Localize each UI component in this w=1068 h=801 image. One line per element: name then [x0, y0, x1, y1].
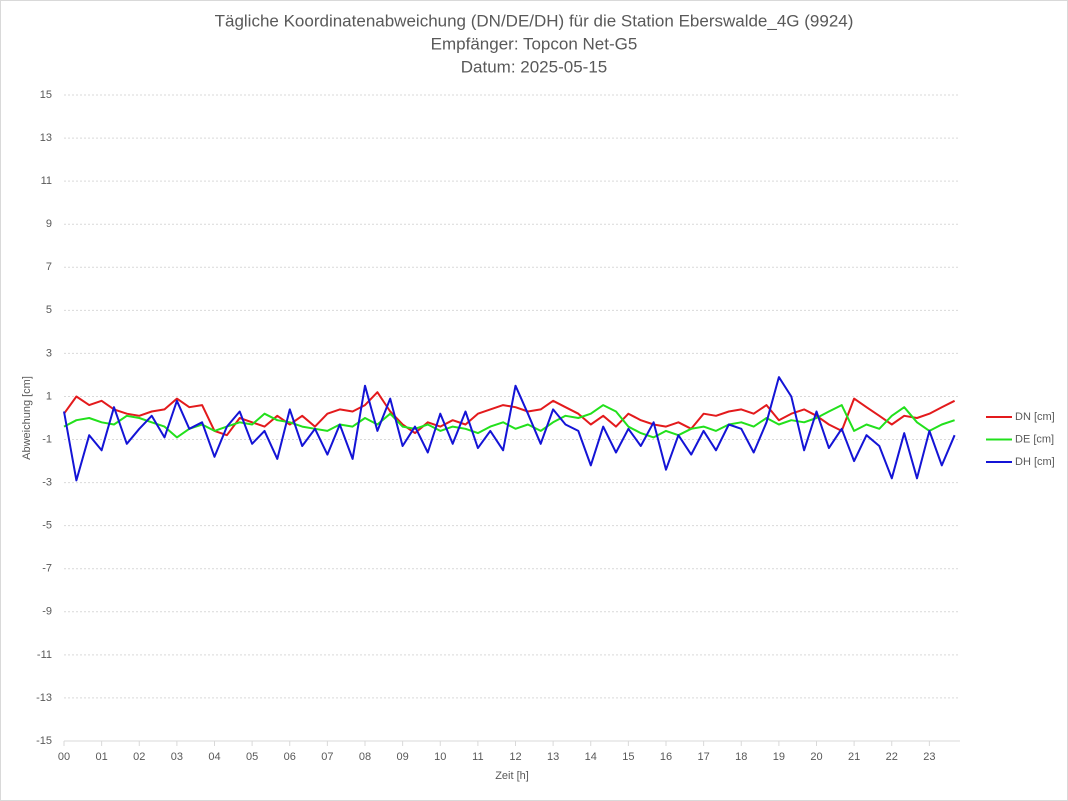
x-tick-label: 09 [397, 751, 409, 763]
x-tick-label: 17 [698, 751, 710, 763]
x-tick-label: 00 [58, 751, 70, 763]
y-tick-label: 11 [41, 175, 52, 187]
y-tick-label: 5 [46, 304, 52, 316]
y-tick-label: 1 [46, 390, 52, 402]
y-axis-label: Abweichung [cm] [21, 376, 33, 460]
y-tick-label: 15 [40, 89, 52, 101]
data-line [63, 376, 956, 482]
y-tick-label: -7 [42, 563, 52, 575]
x-tick-label: 01 [96, 751, 108, 763]
y-tick-label: -13 [36, 692, 52, 704]
x-tick-label: 15 [622, 751, 634, 763]
data-line [63, 391, 956, 437]
x-tick-label: 04 [208, 751, 220, 763]
chart-title: Tägliche Koordinatenabweichung (DN/DE/DH… [215, 11, 854, 30]
y-tick-label: 9 [46, 218, 52, 230]
x-tick-label: 21 [848, 751, 860, 763]
y-tick-label: -3 [42, 477, 52, 489]
x-tick-label: 22 [886, 751, 898, 763]
x-axis-label: Zeit [h] [495, 770, 529, 782]
x-tick-label: 06 [284, 751, 296, 763]
x-tick-label: 23 [923, 751, 935, 763]
y-tick-label: 3 [46, 347, 52, 359]
y-tick-label: -5 [42, 520, 52, 532]
x-tick-label: 03 [171, 751, 183, 763]
y-tick-label: -1 [42, 433, 52, 445]
data-line [63, 404, 955, 439]
x-tick-label: 13 [547, 751, 559, 763]
x-tick-label: 14 [585, 751, 597, 763]
x-tick-label: 05 [246, 751, 258, 763]
legend-label: DN [cm] [1015, 411, 1055, 423]
x-tick-label: 11 [472, 751, 483, 763]
y-tick-label: 7 [46, 261, 52, 273]
x-tick-label: 16 [660, 751, 672, 763]
chart-date: Datum: 2025-05-15 [461, 57, 607, 76]
legend-label: DH [cm] [1015, 456, 1055, 468]
y-tick-label: -15 [36, 735, 52, 747]
x-tick-label: 08 [359, 751, 371, 763]
x-tick-label: 07 [321, 751, 333, 763]
y-tick-label: 13 [40, 132, 52, 144]
chart-subtitle: Empfänger: Topcon Net-G5 [431, 34, 638, 53]
x-tick-label: 20 [810, 751, 822, 763]
y-tick-label: -9 [42, 606, 52, 618]
x-tick-label: 10 [434, 751, 446, 763]
x-tick-label: 18 [735, 751, 747, 763]
x-tick-label: 02 [133, 751, 145, 763]
x-tick-label: 19 [773, 751, 785, 763]
legend-label: DE [cm] [1015, 433, 1054, 445]
x-tick-label: 12 [509, 751, 521, 763]
y-tick-label: -11 [37, 649, 52, 661]
